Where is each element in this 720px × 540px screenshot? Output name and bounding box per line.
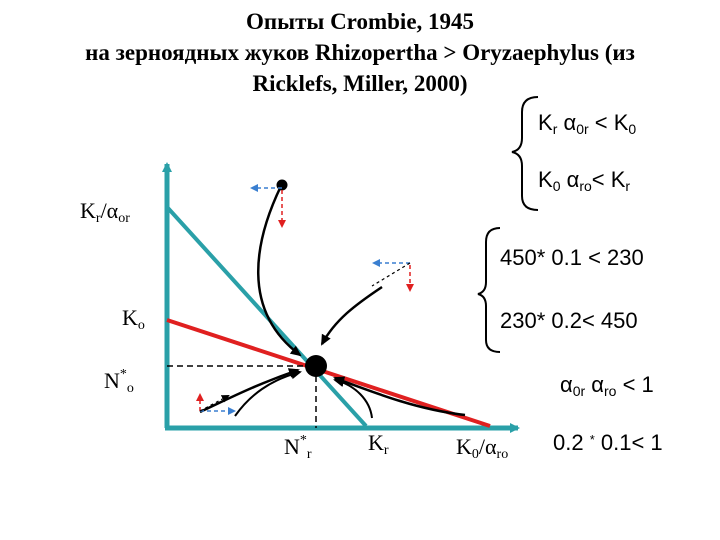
label-kr: Kr: [368, 430, 389, 458]
title-line-2: на зерноядных жуков Rhizopertha > Oryzae…: [85, 40, 635, 65]
inequality-1: Kr α0r < K0: [538, 110, 636, 137]
trajectory-lower-left: [199, 368, 300, 414]
brace-general: [511, 96, 539, 211]
inequality-numeric-1: 450* 0.1 < 230: [500, 245, 644, 270]
title: Опыты Crombie, 1945 на зерноядных жуков …: [0, 6, 720, 99]
inequality-numeric-2: 230* 0.2< 450: [500, 308, 638, 333]
equilibrium-point: [305, 355, 327, 377]
title-line-3: Ricklefs, Miller, 2000): [252, 71, 468, 96]
trajectory-lower-mid: [234, 369, 302, 417]
alpha-product: α0r αro < 1: [560, 372, 654, 399]
resultant-arrow: [371, 262, 411, 287]
inequality-2: K0 αro< Kr: [538, 167, 630, 194]
label-kr-alpha-or: Kr/αor: [80, 198, 130, 226]
trajectory-top-left: [257, 185, 302, 357]
label-ko: Ko: [122, 305, 145, 333]
title-line-1: Опыты Crombie, 1945: [245, 9, 475, 34]
trajectory-right: [333, 376, 466, 417]
trajectory-upper-right: [320, 285, 383, 346]
resultant-arrow: [199, 395, 230, 412]
start-point: [276, 179, 288, 191]
trajectory-bottom-right: [333, 377, 373, 419]
alpha-numeric: 0.2 * 0.1< 1: [553, 430, 663, 455]
brace-numeric: [477, 227, 501, 353]
label-n-star-r: N*r: [284, 433, 312, 462]
ko-isocline: [166, 318, 491, 428]
label-k0-alpha-ro: K0/αro: [456, 434, 508, 462]
label-n-star-o: N*o: [104, 367, 134, 396]
